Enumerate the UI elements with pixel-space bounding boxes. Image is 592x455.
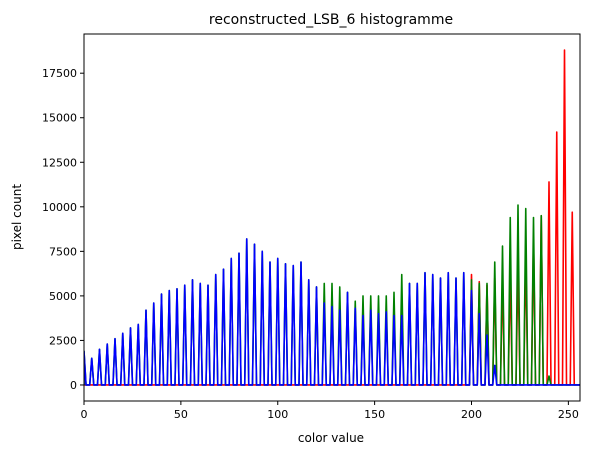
y-tick-label: 10000	[42, 201, 77, 214]
x-tick-label: 0	[81, 408, 88, 421]
y-tick-label: 0	[70, 379, 77, 392]
y-axis: 0 2500 5000 7500 10000 12500 15000 17500	[42, 67, 84, 392]
x-axis-label: color value	[298, 431, 364, 445]
x-tick-label: 150	[364, 408, 385, 421]
x-tick-label: 100	[267, 408, 288, 421]
plot-area-frame	[83, 33, 581, 402]
y-tick-label: 2500	[49, 334, 77, 347]
series-layer	[84, 49, 580, 386]
series-line-2	[84, 238, 580, 386]
y-tick-label: 12500	[42, 156, 77, 169]
x-axis: 0 50 100 150 200 250	[81, 401, 579, 421]
x-tick-label: 200	[461, 408, 482, 421]
y-tick-label: 15000	[42, 112, 77, 125]
y-axis-label: pixel count	[10, 184, 24, 250]
x-tick-label: 250	[558, 408, 579, 421]
y-tick-label: 17500	[42, 67, 77, 80]
chart-title: reconstructed_LSB_6 histogramme	[209, 12, 453, 28]
y-tick-label: 7500	[49, 245, 77, 258]
y-tick-label: 5000	[49, 290, 77, 303]
x-tick-label: 50	[174, 408, 188, 421]
